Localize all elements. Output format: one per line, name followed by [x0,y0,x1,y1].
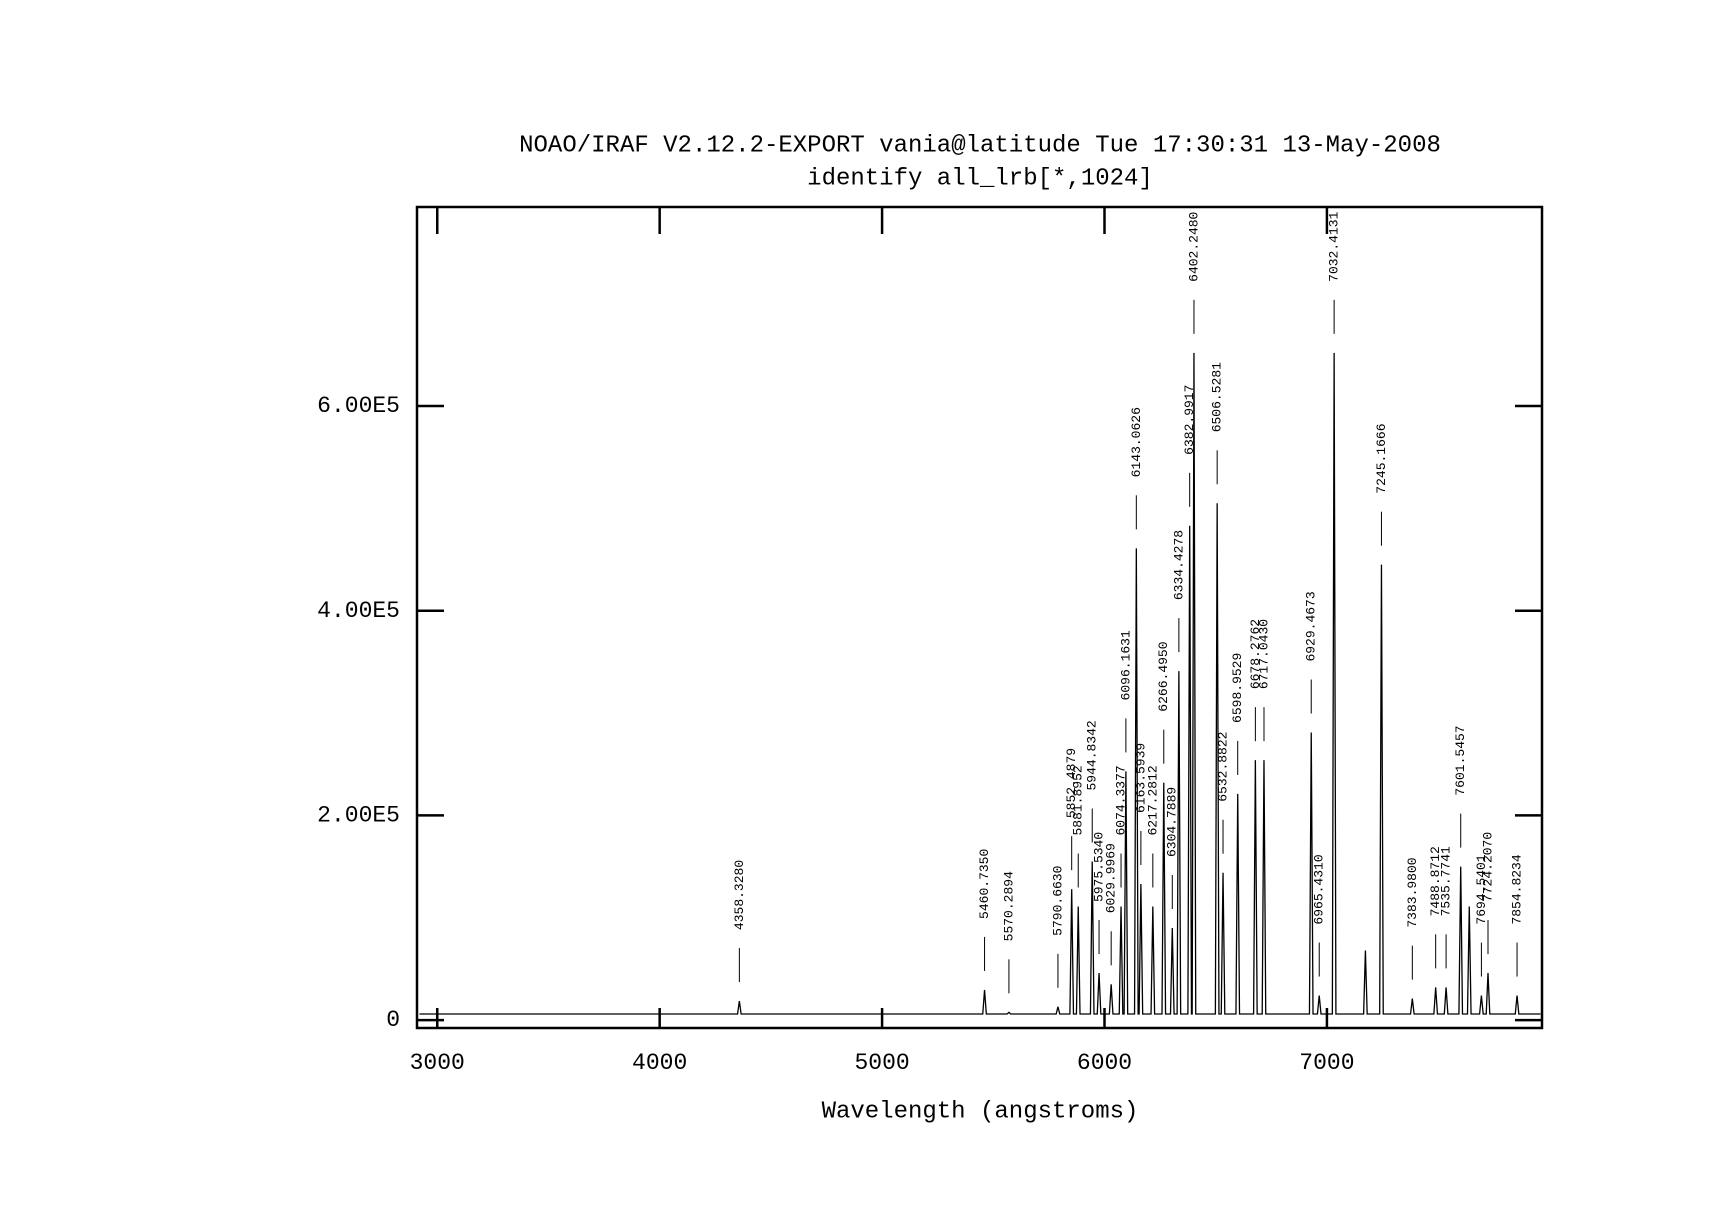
line-id-label: 6334.4278 [1171,530,1186,600]
line-id-label: 6965.4310 [1312,854,1327,924]
spectrum-line [419,352,1541,1015]
line-id-label: 6717.0430 [1256,619,1271,689]
line-id-label: 6029.9969 [1104,843,1119,913]
line-id-label: 5975.5340 [1091,832,1106,902]
line-id-label: 6096.1631 [1118,630,1133,700]
x-axis-label: Wavelength (angstroms) [822,1098,1139,1125]
line-id-label: 6217.2812 [1145,765,1160,835]
line-id-label: 5460.7350 [977,849,992,919]
line-id-label: 6532.8822 [1215,732,1230,802]
line-id-label: 6402.2480 [1186,212,1201,282]
x-tick-label: 6000 [1077,1050,1132,1076]
line-id-label: 6266.4950 [1156,641,1171,711]
line-id-label: 7601.5457 [1453,725,1468,795]
chart-title: NOAO/IRAF V2.12.2-EXPORT vania@latitude … [519,132,1441,159]
line-id-label: 6598.9529 [1230,653,1245,723]
line-id-label: 6143.0626 [1129,407,1144,477]
y-tick-label: 6.00E5 [317,393,400,419]
line-id-label: 6506.5281 [1210,362,1225,432]
line-id-label: 6678.2762 [1248,619,1263,689]
y-tick-label: 2.00E5 [317,803,400,829]
line-id-label: 4358.3280 [732,860,747,930]
y-tick-label: 4.00E5 [317,598,400,624]
x-tick-label: 4000 [632,1050,687,1076]
x-tick-label: 3000 [410,1050,465,1076]
line-id-label: 6163.5939 [1133,743,1148,813]
line-id-label: 7694.5401 [1474,854,1489,924]
line-id-label: 7488.8712 [1428,846,1443,916]
line-id-label: 6074.3377 [1113,765,1128,835]
line-id-label: 5944.8342 [1085,720,1100,790]
line-id-label: 5570.2894 [1001,871,1016,941]
line-id-label: 5881.8952 [1071,765,1086,835]
line-id-label: 7032.4131 [1327,211,1342,281]
x-tick-label: 5000 [854,1050,909,1076]
line-id-label: 7245.1666 [1374,423,1389,493]
line-id-label: 7383.9800 [1405,857,1420,927]
line-id-label: 6929.4673 [1304,591,1319,661]
chart-subtitle: identify all_lrb[*,1024] [807,165,1153,192]
line-id-label: 7724.2070 [1480,832,1495,902]
x-tick-label: 7000 [1299,1050,1354,1076]
line-id-label: 6304.7889 [1165,787,1180,857]
line-id-label: 5790.6630 [1050,866,1065,936]
line-id-label: 5852.4879 [1064,748,1079,818]
line-id-label: 6382.9917 [1182,385,1197,455]
line-id-label: 7854.8234 [1509,854,1524,924]
line-id-label: 7535.7741 [1439,846,1454,916]
y-tick-label: 0 [386,1007,400,1033]
plot-frame [415,205,1544,1030]
